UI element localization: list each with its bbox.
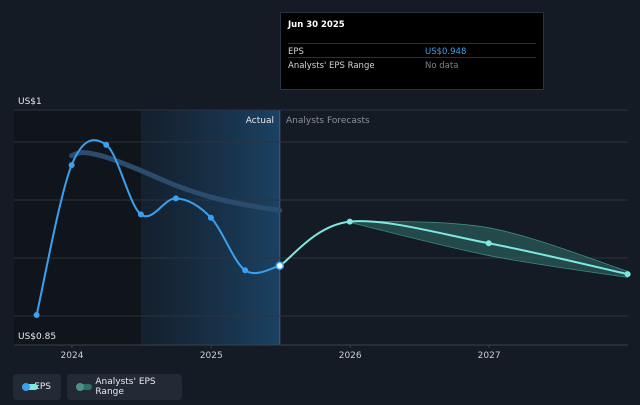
eps-lines [35,139,628,316]
eps-forecast-line [279,220,628,276]
legend-item-eps-range[interactable]: Analysts' EPS Range [67,374,182,400]
chart-background [14,110,281,345]
hover-tooltip: Jun 30 2025 EPS US$0.948 Analysts' EPS R… [280,12,544,90]
chart-labels: US$1 US$0.85 Actual Analysts Forecasts [18,97,370,342]
actual-region-label: Actual [246,116,274,126]
eps-smoothed-line [69,150,283,213]
tooltip-date: Jun 30 2025 [288,20,345,30]
y-axis-top-label: US$1 [18,97,42,107]
eps-forecast-point [624,271,631,278]
tooltip-eps-label: EPS [288,47,304,57]
highlight-region [140,110,280,345]
x-axis-ticks: 2024 2025 2026 2027 [61,345,501,361]
range-band-area [349,220,629,278]
chart-gridlines [14,109,628,346]
x-tick-label: 2027 [478,351,501,361]
eps-actual-point [68,162,75,169]
legend-eps-label: EPS [34,382,51,392]
eps-actual-point [172,195,179,202]
eps-range-legend-swatch [76,383,92,391]
x-tick-label: 2024 [61,351,84,361]
legend-item-eps[interactable]: EPS [13,374,61,400]
eps-current-point [275,261,285,271]
analysts-eps-range-band [349,220,629,278]
eps-actual-line [35,139,281,316]
tooltip-row-range: Analysts' EPS Range No data [288,57,536,72]
tooltip-row-eps: EPS US$0.948 [288,43,536,58]
eps-points[interactable] [33,141,631,318]
eps-legend-swatch [22,383,38,391]
x-tick-label: 2026 [339,351,362,361]
eps-actual-point [207,214,214,221]
tooltip-range-value: No data [425,61,459,71]
eps-forecast-point [485,240,492,247]
forecast-region-label: Analysts Forecasts [286,116,370,126]
x-tick-label: 2025 [200,351,223,361]
tooltip-range-label: Analysts' EPS Range [288,61,375,71]
tooltip-eps-value: US$0.948 [425,47,467,57]
eps-actual-point [103,141,110,148]
eps-actual-point [137,211,144,218]
eps-actual-point [33,312,40,318]
y-axis-bottom-label: US$0.85 [18,332,56,342]
legend-range-label: Analysts' EPS Range [95,377,156,397]
eps-forecast-point [346,218,353,225]
eps-actual-point [242,267,249,274]
